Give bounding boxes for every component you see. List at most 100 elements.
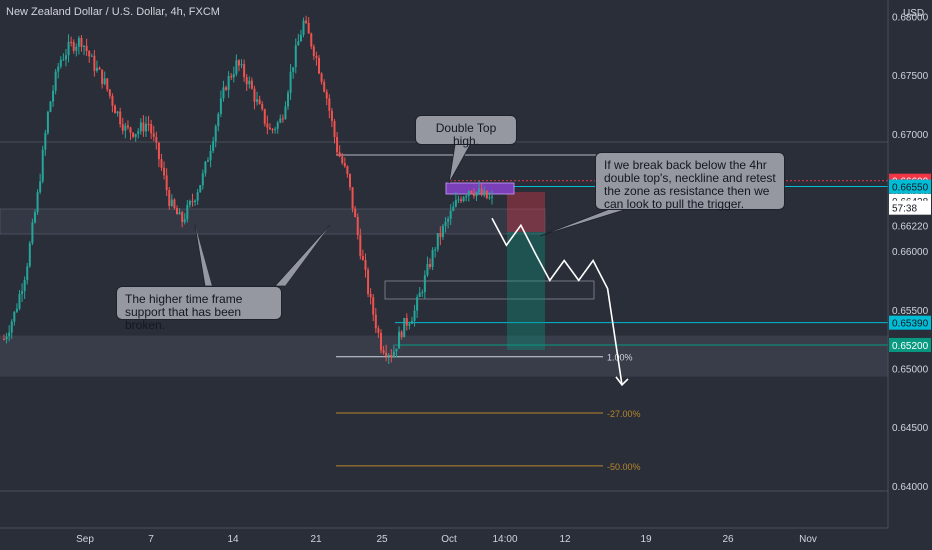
price-tag-label: 57:38	[892, 204, 917, 215]
candle-body	[323, 81, 326, 92]
double-top-callout[interactable]: Double Top high.	[415, 115, 517, 148]
x-tick-label: 21	[310, 534, 322, 545]
reward-box	[507, 232, 545, 350]
candle-body	[364, 259, 367, 270]
candle-body	[351, 187, 354, 209]
x-tick-label: 26	[722, 534, 734, 545]
double-top-box	[445, 182, 515, 195]
candle-body	[70, 41, 73, 43]
candle-body	[462, 197, 465, 202]
candle-body	[315, 56, 318, 58]
candle-body	[116, 111, 119, 114]
candle-body	[367, 269, 370, 294]
fib-label: 1.00%	[607, 353, 633, 363]
candle-body	[10, 321, 13, 333]
candle-body	[333, 120, 336, 138]
candle-body	[54, 71, 57, 91]
retest-zone	[384, 280, 595, 300]
support-callout[interactable]: The higher time frame support that has b…	[116, 286, 282, 332]
candle-body	[106, 78, 109, 90]
candle-body	[243, 64, 246, 78]
candle-body	[454, 200, 457, 207]
candle-body	[101, 69, 104, 85]
candle-body	[15, 308, 18, 312]
candle-body	[416, 297, 419, 311]
candle-body	[408, 323, 411, 326]
candle-body	[480, 188, 483, 196]
candle-body	[206, 160, 209, 162]
candle-body	[382, 350, 385, 353]
candle-body	[447, 218, 450, 222]
candle-body	[310, 33, 313, 47]
candle-body	[274, 128, 277, 130]
candle-body	[485, 190, 488, 199]
candle-body	[325, 91, 328, 99]
candle-body	[178, 212, 181, 215]
candle-body	[57, 66, 60, 72]
y-tick-label: 0.67000	[892, 130, 929, 141]
price-tag-label: 0.65390	[892, 319, 929, 330]
candle-body	[253, 88, 256, 102]
candle-body	[145, 123, 148, 132]
candle-body	[67, 41, 70, 56]
candle-body	[343, 163, 346, 167]
candle-body	[219, 98, 222, 114]
candle-body	[199, 185, 202, 193]
candle-body	[13, 311, 16, 322]
candle-body	[250, 80, 253, 89]
candle-body	[232, 74, 235, 78]
candle-body	[134, 134, 137, 137]
price-tag	[889, 200, 931, 215]
candle-body	[418, 292, 421, 298]
y-tick-label: 0.65500	[892, 306, 929, 317]
break-plan-pointer	[539, 204, 641, 237]
candle-body	[121, 124, 124, 131]
candle-body	[186, 204, 189, 220]
x-tick-label: Nov	[799, 534, 817, 545]
candle-body	[377, 328, 380, 333]
y-tick-label: 0.66220	[892, 221, 929, 232]
candle-body	[284, 106, 287, 120]
candle-body	[83, 45, 86, 47]
candle-body	[142, 122, 145, 132]
x-tick-label: Oct	[441, 534, 457, 545]
break-plan-callout[interactable]: If we break back below the 4hr double to…	[595, 152, 785, 211]
y-tick-label: 0.68000	[892, 12, 929, 23]
candle-body	[374, 314, 377, 329]
candle-body	[90, 55, 93, 57]
candle-body	[33, 212, 36, 223]
candle-body	[235, 60, 238, 75]
candle-body	[139, 122, 142, 132]
risk-box	[507, 192, 545, 232]
candle-body	[137, 131, 140, 135]
candle-body	[369, 293, 372, 298]
x-tick-label: 12	[559, 534, 571, 545]
price-tag-label: 0.65200	[892, 341, 929, 352]
candle-body	[114, 105, 117, 114]
candle-body	[444, 221, 447, 226]
candle-body	[41, 149, 44, 182]
candle-body	[21, 291, 24, 295]
candle-body	[147, 123, 150, 125]
candle-body	[434, 249, 437, 251]
projection-arrow	[615, 376, 629, 387]
x-tick-label: Sep	[76, 534, 94, 545]
candle-body	[212, 141, 215, 151]
candle-body	[421, 292, 424, 294]
support-text: The higher time frame support that has b…	[125, 292, 243, 332]
candle-body	[173, 199, 176, 209]
candle-body	[165, 175, 168, 191]
candle-body	[460, 199, 463, 202]
candle-body	[348, 174, 351, 188]
chart-title: New Zealand Dollar / U.S. Dollar, 4h, FX…	[6, 6, 220, 18]
candle-body	[299, 34, 302, 42]
candle-body	[470, 190, 473, 194]
candle-body	[289, 71, 292, 93]
candle-body	[387, 354, 390, 357]
candle-body	[103, 78, 106, 85]
candle-body	[28, 243, 31, 267]
candle-body	[46, 111, 49, 134]
candle-body	[163, 167, 166, 176]
